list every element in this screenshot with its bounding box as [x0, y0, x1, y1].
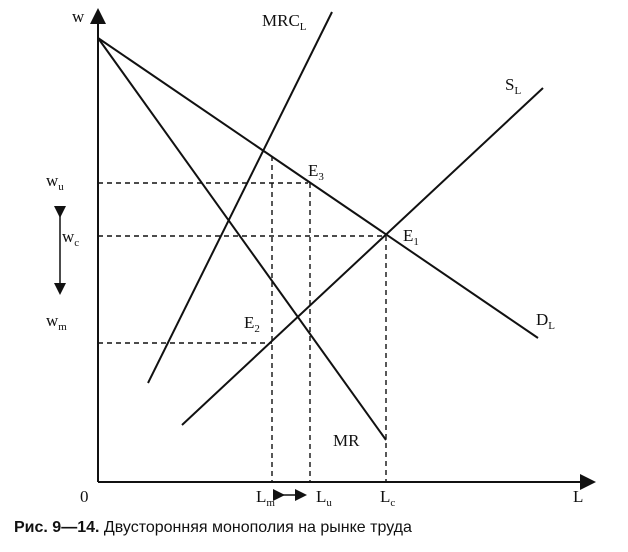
x-axis-label: L	[573, 487, 583, 506]
wage-label: wc	[62, 227, 79, 249]
point-label: E1	[403, 226, 419, 248]
point-label: E3	[308, 161, 324, 183]
origin: 0	[80, 487, 89, 506]
wage-label: wm	[46, 311, 67, 333]
guides	[54, 156, 387, 501]
curve-label: MRCL	[262, 11, 307, 33]
axes	[90, 8, 596, 490]
supply	[181, 87, 544, 426]
wage-label: wu	[46, 171, 64, 193]
employment-label: Lc	[380, 487, 395, 509]
mr	[97, 37, 387, 441]
point-label: E2	[244, 313, 260, 335]
curve-label: DL	[536, 310, 555, 332]
employment-label: Lm	[256, 487, 275, 509]
caption: Рис. 9—14. Двусторонняя монополия на рын…	[14, 519, 412, 536]
employment-label: Lu	[316, 487, 332, 509]
curve-label: SL	[505, 75, 521, 97]
curves	[97, 11, 544, 441]
demand	[97, 37, 539, 339]
curve-label: MR	[333, 431, 360, 450]
y-axis-label: w	[72, 7, 85, 26]
mrc	[147, 11, 333, 384]
